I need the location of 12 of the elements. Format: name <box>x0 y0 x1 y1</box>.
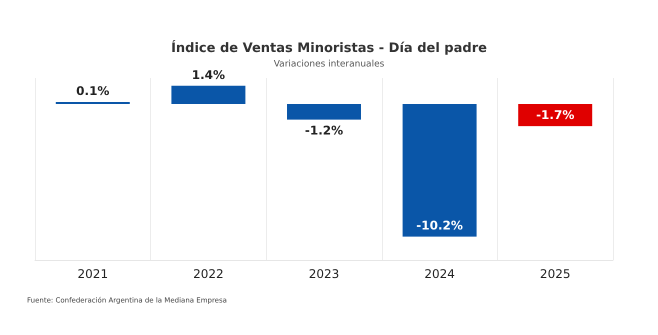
x-tick-label: 2024 <box>424 267 455 281</box>
data-label: -1.2% <box>304 124 344 138</box>
x-tick-label: 2022 <box>193 267 224 281</box>
data-label: 0.1% <box>76 84 110 98</box>
chart-title: Índice de Ventas Minoristas - Día del padre <box>171 39 488 56</box>
data-label: -1.7% <box>536 108 574 122</box>
chart-subtitle: Variaciones interanuales <box>274 60 385 70</box>
x-tick-label: 2021 <box>78 267 108 281</box>
data-label: 1.4% <box>192 68 226 82</box>
x-tick-label: 2023 <box>308 267 340 281</box>
x-tick-label: 2025 <box>540 267 570 281</box>
data-label: -10.2% <box>416 218 463 233</box>
